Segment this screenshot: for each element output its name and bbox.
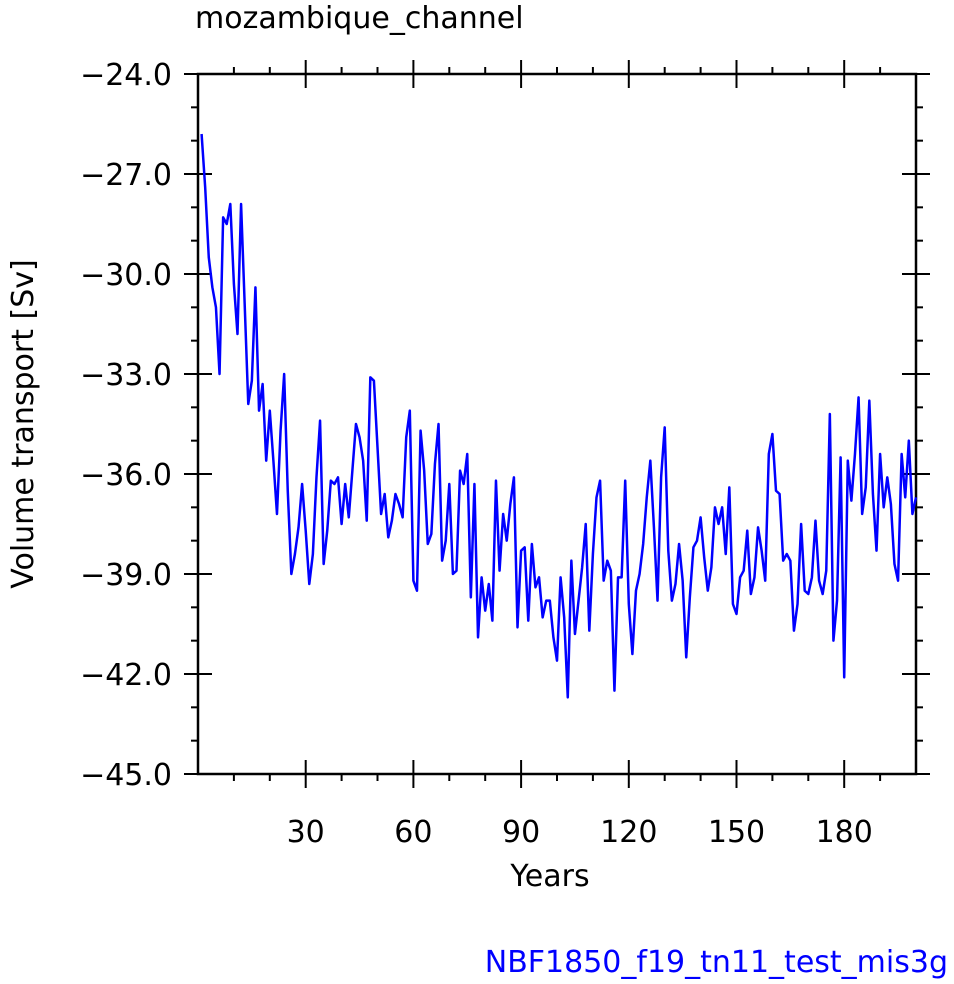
x-tick-label: 120 bbox=[600, 815, 657, 850]
x-tick-label: 60 bbox=[394, 815, 432, 850]
x-tick-label: 180 bbox=[816, 815, 873, 850]
tick-marks bbox=[184, 60, 930, 788]
y-axis-label: Volume transport [Sv] bbox=[6, 259, 41, 588]
y-tick-label: −36.0 bbox=[80, 458, 172, 493]
run-name-label: NBF1850_f19_tn11_test_mis3g bbox=[485, 945, 948, 980]
y-tick-labels: −24.0 −27.0 −30.0 −33.0 −36.0 −39.0 −42.0 −45.0 bbox=[80, 58, 172, 793]
chart-title: mozambique_channel bbox=[195, 1, 524, 36]
x-axis-label: Years bbox=[509, 859, 589, 894]
x-tick-label: 90 bbox=[502, 815, 540, 850]
y-tick-label: −42.0 bbox=[80, 658, 172, 693]
x-tick-label: 30 bbox=[287, 815, 325, 850]
plot-frame bbox=[196, 72, 918, 776]
y-tick-label: −24.0 bbox=[80, 58, 172, 93]
x-tick-labels: 30 60 90 120 150 180 bbox=[287, 815, 873, 850]
y-tick-label: −33.0 bbox=[80, 358, 172, 393]
y-tick-label: −39.0 bbox=[80, 558, 172, 593]
y-tick-label: −45.0 bbox=[80, 758, 172, 793]
y-tick-label: −30.0 bbox=[80, 258, 172, 293]
x-tick-label: 150 bbox=[708, 815, 765, 850]
y-tick-label: −27.0 bbox=[80, 158, 172, 193]
series-line bbox=[200, 133, 918, 699]
